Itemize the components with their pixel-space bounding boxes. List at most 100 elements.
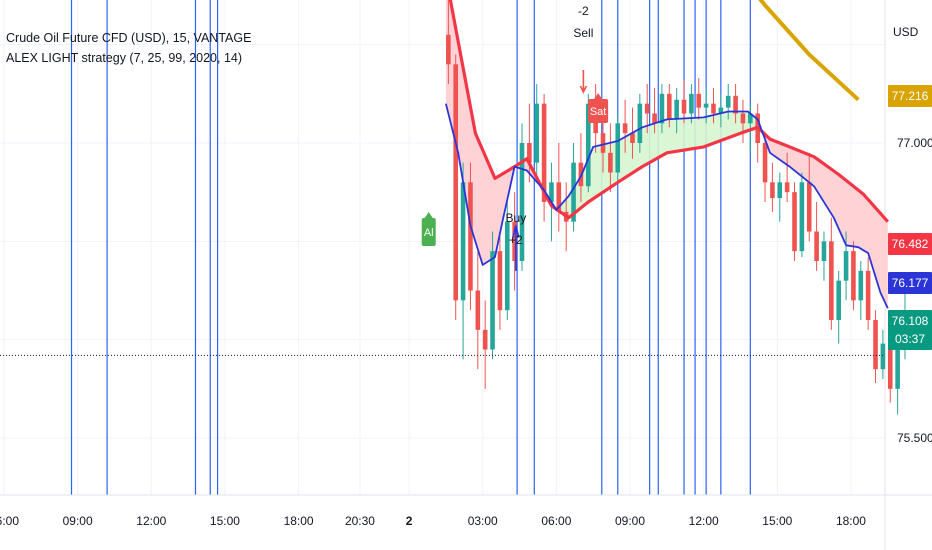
candle-body (821, 241, 827, 261)
candle-40 (740, 99, 746, 143)
candle-body (644, 103, 650, 114)
candle-54 (843, 231, 849, 301)
candle-47 (792, 182, 797, 261)
buy-text-1: +2 (509, 233, 523, 247)
candle-body (571, 162, 576, 222)
last-price-tag-bg (888, 310, 932, 350)
candle-0 (446, 0, 451, 84)
symbol-title[interactable]: Crude Oil Future CFD (USD), 15, VANTAGE (6, 31, 252, 45)
candle-body (711, 103, 716, 114)
candle-57 (865, 257, 871, 330)
candle-53 (836, 270, 841, 344)
candle-body (873, 320, 878, 370)
candle-body (792, 192, 797, 252)
candle-body (490, 251, 495, 350)
candle-body (475, 290, 481, 330)
candle-28 (652, 87, 657, 134)
candle-5 (482, 300, 488, 389)
candle-body (696, 93, 702, 108)
candle-body (799, 182, 805, 252)
candle-body (733, 95, 738, 114)
bear-fill-4 (760, 126, 888, 309)
sell-text-1: Sell (573, 26, 593, 40)
time-tick-3: 15:00 (210, 514, 240, 528)
candle-15 (556, 143, 562, 232)
price-tick-0: 77.000 (897, 136, 932, 150)
candle-body (527, 143, 532, 163)
time-tick-4: 18:00 (284, 514, 314, 528)
sat-badge (588, 99, 609, 123)
grid-lines (0, 0, 886, 550)
candle-body (784, 182, 790, 193)
candle-body (667, 93, 672, 120)
trade-signals: Buy +2 Al -2 Sell Sat (421, 4, 609, 271)
price-axis[interactable]: USD 77.000 75.500 77.216 76.482 76.177 76.108… (888, 25, 932, 445)
long-ma-tag-value: 77.216 (892, 89, 929, 103)
candle-body (718, 107, 724, 114)
candle-body (689, 93, 694, 114)
buy-text-0: Buy (506, 211, 527, 225)
time-tick-0: 06:00 (0, 514, 19, 528)
candle-32 (681, 80, 687, 124)
candle-43 (762, 133, 768, 202)
currency-label: USD (893, 25, 919, 39)
candle-12 (534, 84, 540, 183)
candle-6 (490, 231, 495, 360)
candle-body (519, 143, 525, 261)
session-vertical-lines (70, 0, 751, 495)
al-label: Al (424, 227, 434, 239)
candle-body (895, 349, 900, 389)
candle-body (497, 251, 503, 311)
buy-arrow (512, 225, 520, 271)
candle-body (843, 251, 849, 281)
candle-body (703, 103, 709, 108)
candle-23 (615, 113, 621, 183)
last-price-tag-value: 76.108 (892, 314, 929, 328)
candle-2 (460, 162, 466, 360)
candle-50 (814, 202, 819, 271)
candle-body (762, 143, 768, 183)
strategy-title[interactable]: ALEX LIGHT strategy (7, 25, 99, 2020, 14… (6, 51, 243, 65)
candle-4 (475, 251, 481, 370)
candle-body (482, 329, 488, 350)
candle-38 (725, 84, 731, 120)
candle-body (865, 270, 871, 320)
time-tick-12: 18:00 (836, 514, 866, 528)
candle-body (851, 251, 856, 301)
candle-body (681, 99, 687, 114)
candle-21 (600, 113, 606, 173)
slow-ma-tag-value: 76.482 (892, 237, 929, 251)
fast-ma-tag-bg (888, 272, 932, 294)
long-ma-tag-bg (888, 85, 932, 107)
slow-ma-line (448, 0, 889, 223)
candle-body (453, 64, 459, 301)
candle-body (446, 34, 451, 65)
candle-56 (858, 261, 864, 320)
al-badge (421, 218, 436, 246)
candle-body (615, 123, 621, 173)
candle-body (770, 182, 775, 199)
sat-badge-pointer (594, 93, 603, 99)
time-tick-5: 20:30 (345, 514, 375, 528)
candle-61 (895, 339, 900, 415)
candle-58 (873, 310, 878, 383)
candle-22 (608, 123, 613, 193)
candle-10 (519, 123, 525, 271)
candle-body (880, 343, 886, 370)
candle-body (468, 182, 473, 291)
fast-ma-tag-value: 76.177 (892, 276, 929, 290)
candle-body (814, 231, 819, 261)
candles[interactable] (446, 0, 908, 415)
candle-body (585, 103, 591, 187)
candle-body (460, 182, 466, 301)
candle-29 (659, 84, 665, 134)
time-tick-10: 12:00 (689, 514, 719, 528)
candle-1 (453, 54, 459, 320)
candle-42 (755, 103, 760, 163)
bull-fill-3 (556, 111, 761, 218)
candle-body (748, 113, 753, 124)
long-ma-tag: 77.216 (888, 85, 932, 107)
time-axis[interactable]: 06:00 09:00 12:00 15:00 18:00 20:30 2 03:00 06:0… (0, 494, 932, 528)
candle-37 (718, 93, 724, 128)
